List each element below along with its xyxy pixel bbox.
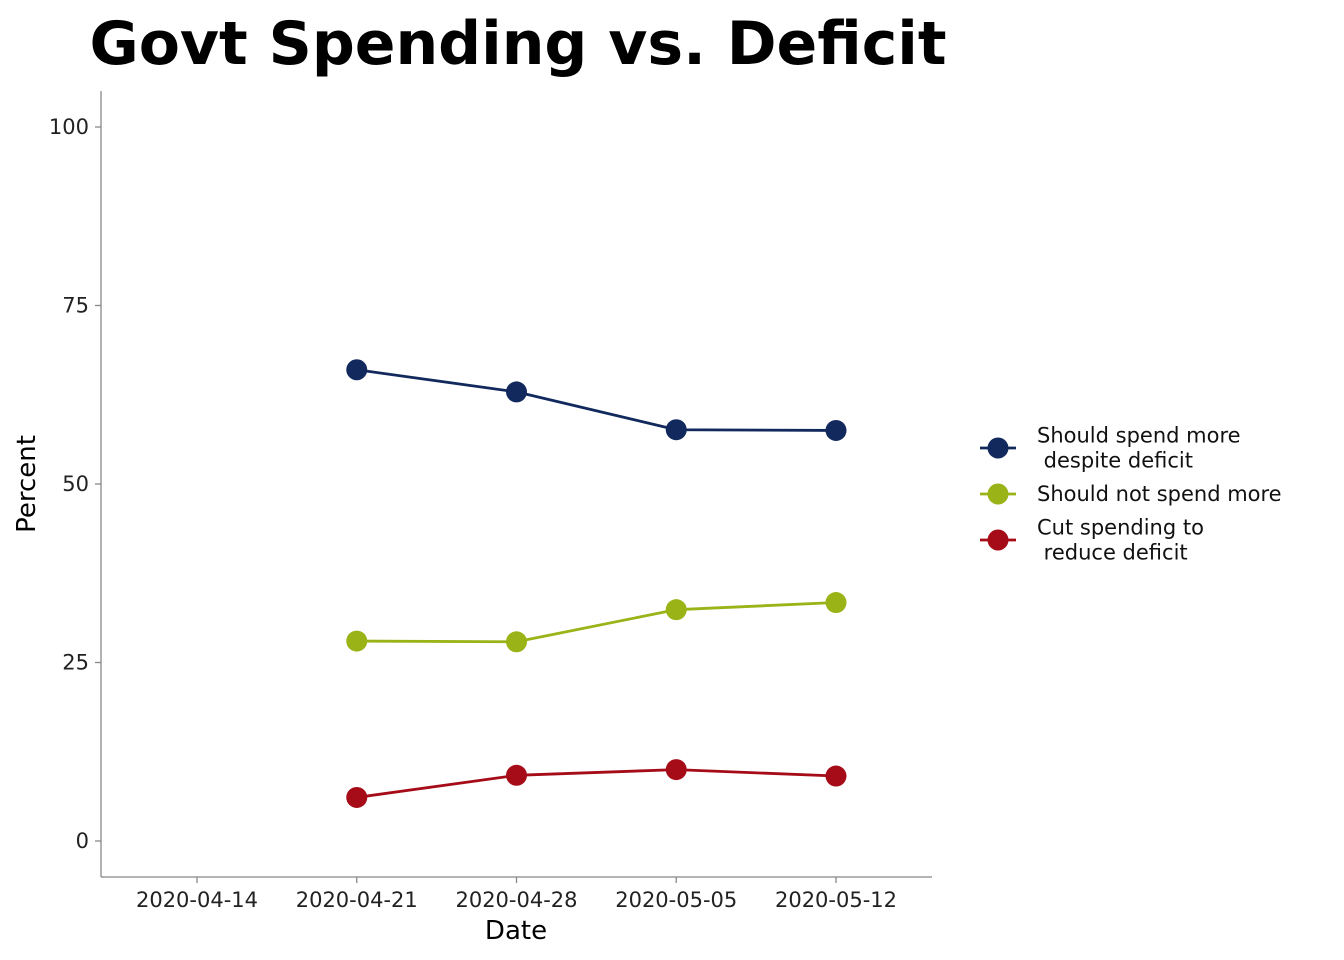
legend: Should spend more despite deficitShould … bbox=[980, 424, 1282, 565]
legend-marker bbox=[987, 529, 1009, 551]
legend-marker bbox=[987, 483, 1009, 505]
legend-label-line: Cut spending to bbox=[1037, 516, 1204, 540]
data-point bbox=[665, 759, 687, 781]
series-layer bbox=[346, 359, 847, 808]
x-tick-label: 2020-04-21 bbox=[296, 888, 418, 912]
legend-label-line: Should not spend more bbox=[1037, 482, 1282, 506]
data-point bbox=[825, 419, 847, 441]
legend-label: Cut spending to reduce deficit bbox=[1037, 516, 1204, 565]
legend-item: Cut spending to reduce deficit bbox=[980, 516, 1204, 565]
series-2 bbox=[346, 592, 847, 653]
series-1 bbox=[346, 359, 847, 441]
data-point bbox=[346, 359, 368, 381]
legend-label-line: despite deficit bbox=[1037, 449, 1193, 473]
data-point bbox=[346, 786, 368, 808]
data-point bbox=[346, 630, 368, 652]
y-axis-title: Percent bbox=[12, 435, 42, 533]
series-3 bbox=[346, 759, 847, 808]
y-ticks: 0 25 50 75 100 bbox=[49, 115, 101, 853]
data-point bbox=[665, 599, 687, 621]
axes bbox=[100, 91, 932, 878]
data-point bbox=[506, 381, 527, 403]
x-tick-label: 2020-04-14 bbox=[136, 888, 258, 912]
y-tick-label: 25 bbox=[62, 651, 89, 675]
y-tick-label: 100 bbox=[49, 115, 89, 139]
x-tick-label: 2020-05-05 bbox=[615, 888, 737, 912]
legend-label: Should spend more despite deficit bbox=[1037, 424, 1241, 473]
x-tick-label: 2020-04-28 bbox=[455, 888, 577, 912]
legend-item: Should spend more despite deficit bbox=[980, 424, 1241, 473]
data-point bbox=[825, 765, 847, 787]
legend-label: Should not spend more bbox=[1037, 482, 1282, 506]
series-line bbox=[355, 768, 838, 799]
data-point bbox=[665, 419, 687, 441]
y-tick-label: 75 bbox=[62, 294, 89, 318]
legend-label-line: reduce deficit bbox=[1037, 541, 1188, 565]
x-ticks: 2020-04-14 2020-04-21 2020-04-28 2020-05-05… bbox=[136, 877, 897, 912]
data-point bbox=[506, 631, 527, 653]
x-axis-title: Date bbox=[485, 916, 547, 946]
legend-marker bbox=[987, 437, 1009, 459]
y-tick-label: 0 bbox=[76, 829, 89, 853]
chart-title: Govt Spending vs. Deficit bbox=[89, 9, 946, 79]
data-point bbox=[825, 592, 847, 614]
y-tick-label: 50 bbox=[62, 472, 89, 496]
x-tick-label: 2020-05-12 bbox=[775, 888, 897, 912]
legend-item: Should not spend more bbox=[980, 482, 1282, 506]
legend-label-line: Should spend more bbox=[1037, 424, 1241, 448]
data-point bbox=[506, 764, 527, 786]
series-line bbox=[355, 601, 838, 644]
series-line bbox=[355, 368, 838, 432]
